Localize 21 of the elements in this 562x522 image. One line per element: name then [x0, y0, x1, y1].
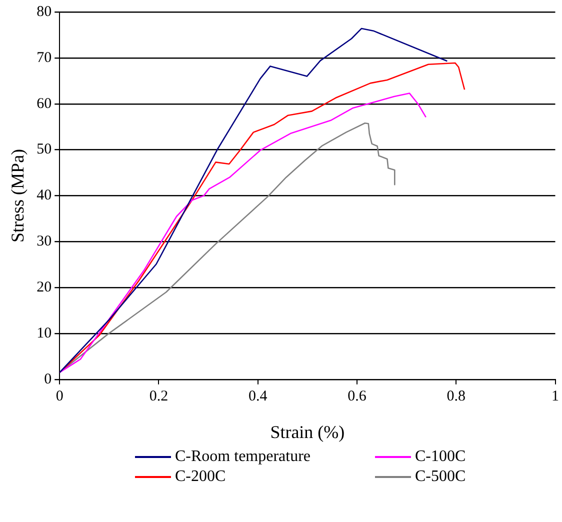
legend-label: C-Room temperature	[175, 448, 311, 466]
x-tick-label: 0.4	[248, 388, 268, 404]
y-tick-label: 60	[36, 96, 52, 112]
y-axis-title: Stress (MPa)	[8, 148, 28, 242]
y-tick-label: 70	[36, 50, 52, 66]
legend-label: C-100C	[415, 448, 466, 466]
y-tick-label: 0	[44, 371, 52, 388]
y-tick-label: 80	[36, 4, 52, 20]
y-tick-label: 30	[36, 234, 52, 250]
y-tick-label: 40	[36, 188, 52, 204]
x-tick-label: 0.2	[149, 388, 168, 404]
x-tick-label: 0.8	[446, 388, 466, 404]
x-tick-label: 1	[552, 388, 559, 404]
x-tick-label: 0.6	[348, 388, 367, 404]
legend-label: C-200C	[175, 468, 226, 486]
x-axis-title: Strain (%)	[270, 422, 345, 442]
y-tick-label: 10	[36, 325, 52, 342]
y-tick-label: 20	[36, 279, 52, 296]
legend-label: C-500C	[415, 468, 466, 486]
x-tick-label: 0	[56, 388, 64, 404]
y-tick-label: 50	[36, 142, 52, 158]
